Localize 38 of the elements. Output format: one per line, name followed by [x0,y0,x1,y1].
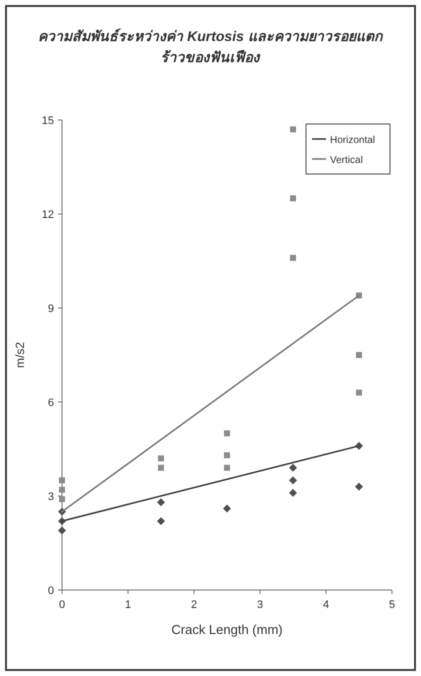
point [224,464,230,471]
point [58,526,66,534]
point [158,464,164,471]
x-tick-label: 1 [124,599,132,611]
point [289,488,297,497]
point [224,430,230,436]
x-axis-title: Crack Length (mm) [171,622,283,637]
point [289,476,297,484]
point [356,390,362,396]
y-axis-title: m/s2 [13,342,27,368]
point [158,455,164,462]
point [223,504,231,513]
x-tick-label: 2 [190,599,198,611]
point [290,254,296,261]
y-tick-label: 15 [42,115,54,127]
chart-title: ความสัมพันธ์ระหว่างค่า Kurtosis และความยาวรอยแตกร้าวของฟันเฟือง [37,27,384,67]
y-tick-label: 6 [48,397,54,409]
point [290,195,296,202]
legend-label: Horizontal [330,135,376,146]
point [157,498,165,506]
point [224,452,230,458]
y-tick-label: 0 [48,585,54,597]
y-tick-label: 9 [48,303,54,315]
point [59,477,65,484]
x-tick-label: 0 [58,599,66,611]
point [289,464,297,472]
point [356,352,362,358]
x-tick-label: 5 [388,599,396,611]
point [59,496,65,502]
point [157,517,165,526]
y-tick-label: 12 [42,209,54,221]
y-tick-label: 3 [48,491,54,503]
x-tick-label: 4 [322,599,330,611]
x-tick-label: 3 [256,599,264,611]
point [59,486,65,493]
legend-label: Vertical [330,155,363,166]
point [355,482,363,491]
point [290,126,296,132]
